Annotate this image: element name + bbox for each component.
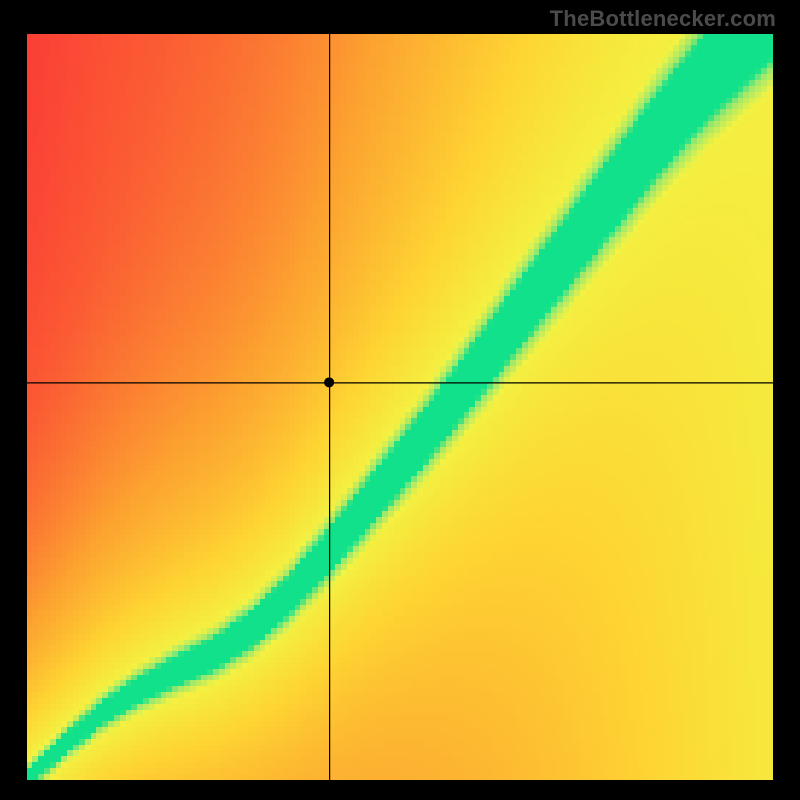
attribution-text: TheBottlenecker.com [550, 6, 776, 32]
heatmap-canvas [27, 34, 773, 780]
heatmap-plot [27, 34, 773, 780]
chart-container: TheBottlenecker.com [0, 0, 800, 800]
